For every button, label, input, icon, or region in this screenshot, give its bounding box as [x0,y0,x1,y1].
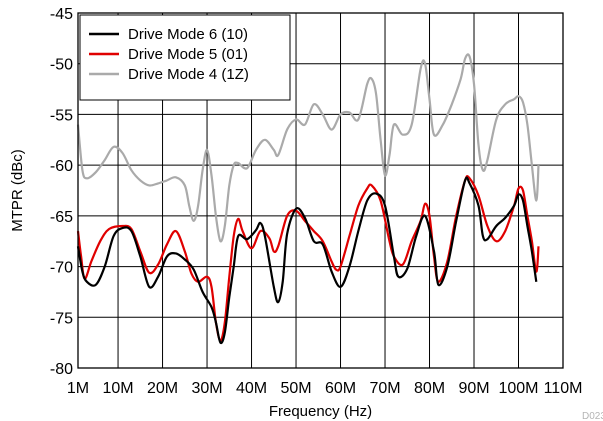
y-tick-label: -65 [50,209,73,226]
x-tick-label: 30M [191,380,222,397]
y-tick-label: -70 [50,260,73,277]
legend-label: Drive Mode 5 (01) [128,46,248,63]
y-tick-label: -60 [50,158,73,175]
x-axis-label: Frequency (Hz) [269,403,372,420]
x-tick-label: 100M [498,380,538,397]
y-tick-label: -45 [50,6,73,23]
legend: Drive Mode 6 (10) Drive Mode 5 (01) Drive … [79,14,291,101]
x-tick-label: 60M [325,380,356,397]
x-tick-label: 1M [67,380,89,397]
y-tick-label: -55 [50,107,73,124]
x-tick-label: 50M [280,380,311,397]
x-tick-label: 110M [544,380,583,397]
x-tick-label: 10M [102,380,133,397]
figure-id-label: D023 [582,411,603,421]
x-tick-label: 20M [147,380,178,397]
y-axis-label: MTPR (dBc) [9,149,26,232]
legend-label: Drive Mode 6 (10) [128,26,248,43]
series-lines [76,53,540,345]
plot-frame [77,12,564,369]
legend-box [79,14,291,101]
series-line-drive-mode-4-1z [76,53,540,243]
x-tick-labels: 1M 10M 20M 30M 40M 50M 60M 70M 80M 90M 100M 110M [67,380,583,397]
y-tick-label: -75 [50,310,73,327]
y-tick-label: -80 [50,361,73,378]
series-line-drive-mode-6-10 [76,176,538,345]
legend-label: Drive Mode 4 (1Z) [128,66,249,83]
x-tick-label: 40M [236,380,267,397]
y-tick-label: -50 [50,57,73,74]
x-tick-label: 80M [414,380,445,397]
x-tick-label: 70M [369,380,400,397]
x-tick-label: 90M [458,380,489,397]
series-line-drive-mode-5-01 [76,174,540,342]
y-tick-labels: -45 -50 -55 -60 -65 -70 -75 -80 [50,6,73,378]
